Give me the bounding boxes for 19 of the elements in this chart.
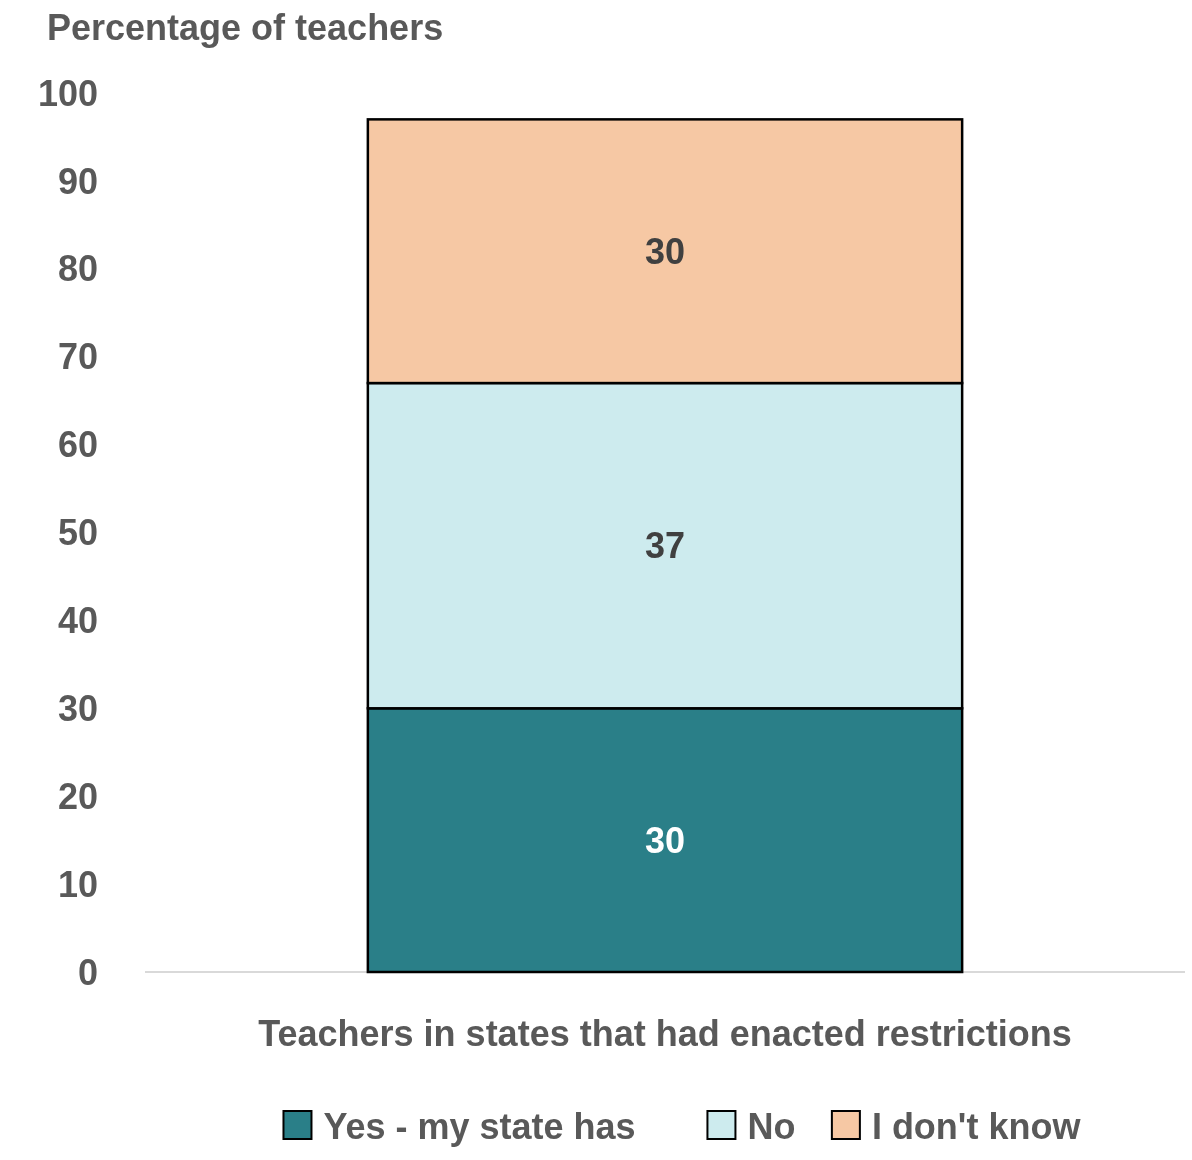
- y-tick-label: 70: [57, 336, 98, 378]
- y-tick-label: 80: [57, 248, 98, 290]
- y-tick-label: 100: [37, 72, 98, 114]
- legend-label: Yes - my state has: [323, 1105, 636, 1147]
- y-tick-label: 60: [57, 424, 98, 466]
- y-tick-label: 20: [57, 775, 98, 817]
- y-tick-label: 40: [57, 600, 98, 641]
- x-tick-label: Teachers in states that had enacted restrictions: [258, 1012, 1072, 1054]
- data-label: 37: [644, 525, 686, 567]
- y-tick-label: 30: [57, 687, 98, 729]
- legend-label: No: [747, 1105, 796, 1147]
- legend-label: I don't know: [871, 1105, 1082, 1147]
- data-label: 30: [644, 819, 686, 861]
- y-tick-label: 0: [77, 951, 98, 993]
- data-label: 30: [644, 230, 686, 272]
- y-tick-label: 50: [57, 512, 98, 554]
- y-tick-label: 90: [57, 160, 98, 202]
- y-tick-label: 10: [57, 863, 98, 905]
- y-axis-title: Percentage of teachers: [47, 6, 444, 48]
